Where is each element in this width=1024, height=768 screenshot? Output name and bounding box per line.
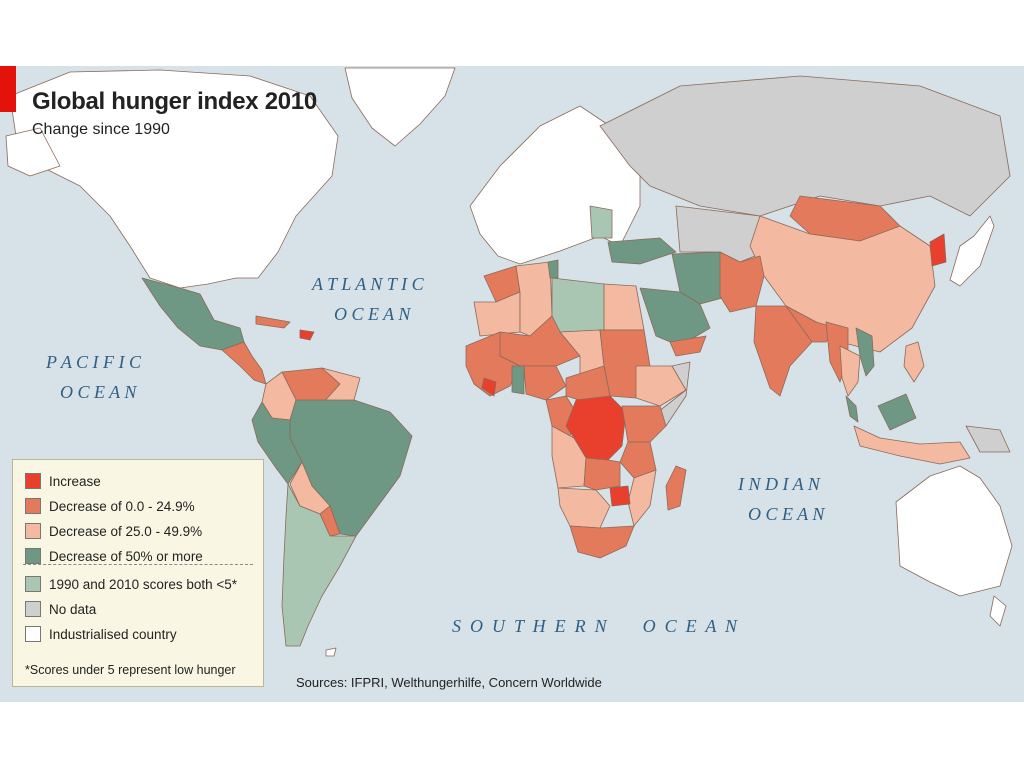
legend-item-no-data: No data (25, 600, 96, 618)
legend-label: Decrease of 25.0 - 49.9% (49, 523, 203, 539)
mexico (141, 277, 245, 351)
legend-label: Decrease of 50% or more (49, 548, 203, 564)
tunisia (547, 259, 559, 279)
map-frame: Global hunger index 2010 Change since 19… (0, 66, 1024, 702)
china (749, 215, 936, 353)
ghana (511, 365, 525, 395)
legend-item-decrease-50-plus: Decrease of 50% or more (25, 547, 203, 565)
ocean-label-atlantic-1: A T L A N T I C (312, 274, 424, 294)
peru (251, 401, 303, 485)
legend-label: No data (49, 601, 97, 617)
japan (949, 215, 995, 287)
legend-item-decrease-0-25: Decrease of 0.0 - 24.9% (25, 497, 195, 515)
legend-label: Increase (49, 473, 101, 489)
sources-note: Sources: IFPRI, Welthungerhilfe, Concern… (296, 675, 602, 690)
haiti (299, 329, 315, 341)
ocean-label-indian-1: I N D I A N (738, 474, 820, 494)
liberia-sierra-leone (481, 377, 497, 397)
philippines (903, 341, 925, 383)
indonesia (853, 425, 971, 465)
australia (895, 465, 1013, 597)
borneo (877, 393, 917, 431)
legend-swatch (25, 548, 41, 564)
madagascar (665, 465, 687, 511)
greenland (344, 67, 456, 147)
legend-swatch (25, 498, 41, 514)
ocean-label-pacific-2: O C E A N (60, 382, 137, 402)
yemen (669, 335, 707, 357)
north-korea (929, 233, 947, 267)
legend-label: Decrease of 0.0 - 24.9% (49, 498, 195, 514)
vietnam (855, 327, 875, 377)
russia (599, 75, 1011, 217)
mozambique (627, 469, 657, 527)
ocean-label-pacific-1: P A C I F I C (46, 352, 142, 372)
central-america (221, 341, 267, 385)
ethiopia (635, 365, 687, 407)
east-africa (621, 405, 667, 443)
legend-label: 1990 and 2010 scores both <5* (49, 576, 238, 592)
balkans (589, 205, 613, 239)
legend-item-decrease-25-50: Decrease of 25.0 - 49.9% (25, 522, 202, 540)
legend-item-increase: Increase (25, 472, 101, 490)
legend-swatch (25, 601, 41, 617)
map-subtitle: Change since 1990 (32, 121, 170, 138)
thailand (839, 345, 861, 397)
legend-divider (23, 564, 253, 565)
map-title: Global hunger index 2010 (32, 88, 317, 115)
ocean-label-southern: S O U T H E R N O C E A N (452, 616, 738, 636)
libya (551, 277, 605, 333)
saudi-arabia (639, 287, 711, 347)
ocean-label-atlantic-2: O C E A N (334, 304, 411, 324)
legend-footnote: *Scores under 5 represent low hunger (25, 663, 236, 677)
chile-argentina (281, 483, 357, 647)
south-africa (569, 525, 635, 559)
afghanistan-pakistan (719, 251, 765, 313)
nigeria (523, 365, 567, 401)
cuba (255, 315, 291, 329)
egypt (603, 283, 645, 331)
legend-swatch (25, 626, 41, 642)
turkey (607, 237, 677, 265)
malaysia (845, 395, 859, 423)
map-legend: Increase Decrease of 0.0 - 24.9% Decreas… (12, 459, 264, 687)
north-america (9, 69, 339, 289)
legend-item-both-under-5: 1990 and 2010 scores both <5* (25, 575, 237, 593)
papua (965, 425, 1011, 453)
new-zealand (989, 595, 1007, 627)
zambia (583, 457, 621, 491)
ocean-label-indian-2: O C E A N (748, 504, 825, 524)
legend-item-industrialised: Industrialised country (25, 625, 177, 643)
legend-swatch (25, 576, 41, 592)
alaska (5, 127, 61, 177)
legend-swatch (25, 473, 41, 489)
legend-swatch (25, 523, 41, 539)
namibia-botswana (557, 487, 611, 529)
accent-bar (0, 66, 16, 112)
west-coast (465, 331, 521, 397)
legend-label: Industrialised country (49, 626, 177, 642)
world-map (5, 67, 1013, 657)
zimbabwe (609, 485, 631, 507)
falklands (325, 647, 337, 657)
